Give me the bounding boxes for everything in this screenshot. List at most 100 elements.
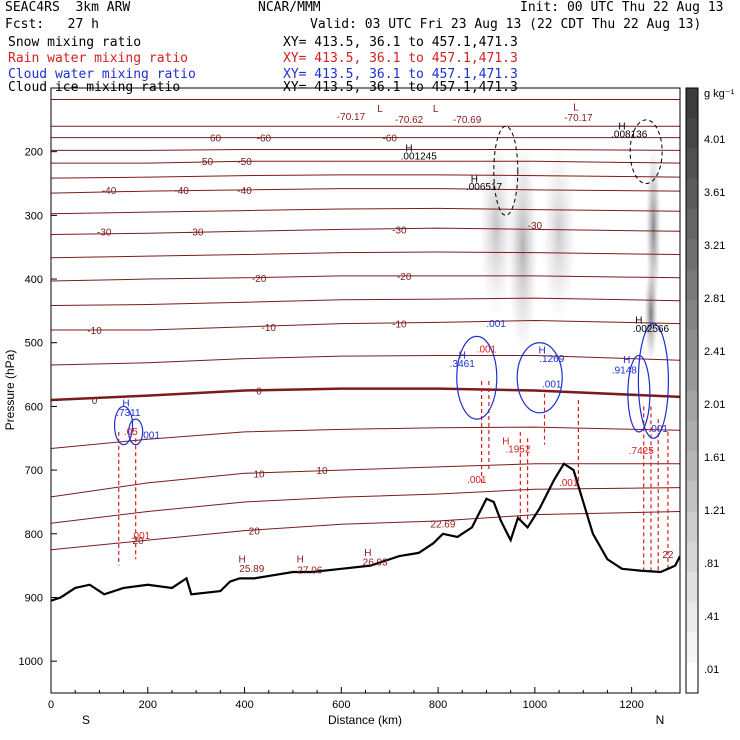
- field-label-12: .008136: [611, 130, 648, 141]
- isotherm-label-18: 0: [256, 387, 262, 398]
- isotherm-label-16: -10: [392, 320, 407, 331]
- field-xy-rain: XY= 413.5, 36.1 to 457.1,471.3: [283, 51, 518, 66]
- isotherm--35: [51, 207, 680, 215]
- field-label-13: H: [635, 316, 642, 327]
- colorbar-label-2: 3.21: [704, 240, 725, 252]
- field-label-42: 22: [662, 550, 674, 561]
- field-label-28: .001: [648, 424, 668, 435]
- isotherm--30: [51, 227, 680, 235]
- field-label-8: .001245: [401, 151, 438, 162]
- field-label-2: L: [573, 102, 579, 113]
- colorbar-swatch-13: [686, 481, 698, 512]
- cloud-water-contour-5: [128, 418, 144, 446]
- isotherm-label-7: -40: [237, 186, 252, 197]
- isotherm-label-20: 10: [316, 466, 328, 477]
- field-label-5: -70.69: [453, 115, 482, 126]
- terrain-line: [51, 462, 680, 602]
- isotherm-0: [51, 387, 680, 402]
- x-tick-label-0: 0: [48, 699, 54, 711]
- isotherm--45: [51, 174, 680, 179]
- colorbar-swatch-4: [686, 209, 698, 240]
- y-tick-label-4: 600: [25, 401, 43, 413]
- isotherm-15: [51, 487, 680, 524]
- field-label-1: L: [433, 104, 439, 115]
- isotherm-label-17: 0: [92, 396, 98, 407]
- colorbar-swatch-6: [686, 269, 698, 301]
- colorbar-swatch-2: [686, 148, 698, 180]
- colorbar-unit: g kg⁻¹: [704, 88, 735, 100]
- colorbar-frame: [685, 87, 699, 694]
- y-tick-label-8: 1000: [19, 656, 43, 668]
- snow-shading-1: [507, 138, 538, 356]
- field-label-18: .001: [140, 430, 160, 441]
- field-label-36: 25.89: [239, 564, 264, 575]
- colorbar-swatch-5: [686, 239, 698, 270]
- colorbar-label-0: 4.01: [704, 134, 725, 146]
- y-tick-label-1: 300: [25, 210, 43, 222]
- plot-frame: [50, 87, 681, 694]
- cloud-water-contour-2: [516, 342, 563, 414]
- field-label-19: H: [459, 351, 466, 362]
- field-label-16: .7311: [116, 408, 141, 419]
- isotherm-label-10: -30: [392, 225, 407, 236]
- field-label-6: -70.17: [564, 113, 593, 124]
- field-label-32: .001: [559, 478, 579, 489]
- field-label-33: .7425: [629, 446, 654, 457]
- colorbar-label-7: 1.21: [704, 505, 725, 517]
- cloud-ice-contour-1: [629, 119, 663, 185]
- field-label-41: 22.69: [430, 519, 455, 530]
- x-tick-label-3: 600: [332, 699, 350, 711]
- field-label-40: 26.93: [363, 558, 388, 569]
- model-title: SEAC4RS 3km ARW: [5, 0, 131, 15]
- isotherm-label-2: -60: [382, 134, 397, 145]
- colorbar-swatch-14: [686, 511, 698, 543]
- field-label-4: -70.62: [395, 115, 424, 126]
- isotherm-label-4: -50: [237, 157, 252, 168]
- isotherm-5: [51, 426, 680, 449]
- isotherm-label-5: -40: [102, 186, 117, 197]
- field-label-7: H: [405, 144, 412, 155]
- y-axis-label: Pressure (hPa): [3, 350, 17, 431]
- isotherm--5: [51, 354, 680, 366]
- snow-shading-0: [479, 138, 513, 318]
- field-label-14: .002566: [633, 324, 670, 335]
- forecast-hour: Fcst: 27 h: [5, 17, 99, 32]
- cloud-water-contour-4: [627, 354, 651, 433]
- field-label-26: H: [623, 355, 630, 366]
- field-label-10: .006517: [466, 182, 503, 193]
- x-tick-label-4: 800: [429, 699, 447, 711]
- isotherm-label-14: -10: [87, 326, 102, 337]
- field-label-snow: Snow mixing ratio: [8, 35, 142, 50]
- field-label-29: H: [502, 437, 509, 448]
- colorbar-swatch-16: [686, 572, 698, 603]
- y-tick-label-6: 800: [25, 529, 43, 541]
- x-tick-label-2: 400: [235, 699, 253, 711]
- y-tick-label-2: 400: [25, 274, 43, 286]
- field-label-35: H: [239, 554, 246, 565]
- isotherm--25: [51, 251, 680, 259]
- colorbar-swatch-18: [686, 632, 698, 664]
- colorbar-swatch-12: [686, 451, 698, 482]
- snow-shading-4: [644, 266, 658, 362]
- y-tick-label-5: 700: [25, 465, 43, 477]
- cloud-water-contour-1: [456, 335, 498, 420]
- isotherm-label-8: -30: [97, 227, 112, 238]
- field-label-31: .001: [467, 475, 487, 486]
- field-label-39: H: [364, 548, 371, 559]
- isotherm-label-21: 20: [133, 536, 145, 547]
- field-label-0: L: [377, 104, 383, 115]
- field-label-21: .001: [486, 319, 506, 330]
- field-label-11: H: [618, 121, 625, 132]
- colorbar-swatch-8: [686, 330, 698, 361]
- colorbar-label-3: 2.81: [704, 293, 725, 305]
- south-label: S: [82, 713, 90, 727]
- isotherm-label-13: -20: [397, 272, 412, 283]
- isotherm-label-22: 20: [249, 527, 261, 538]
- field-label-rain: Rain water mixing ratio: [8, 51, 189, 66]
- field-label-30: .1952: [505, 444, 530, 455]
- field-label-27: .9148: [612, 365, 637, 376]
- isotherm-10: [51, 463, 680, 498]
- field-xy-snow: XY= 413.5, 36.1 to 457.1,471.3: [283, 35, 518, 50]
- field-label-17: .05: [124, 427, 138, 438]
